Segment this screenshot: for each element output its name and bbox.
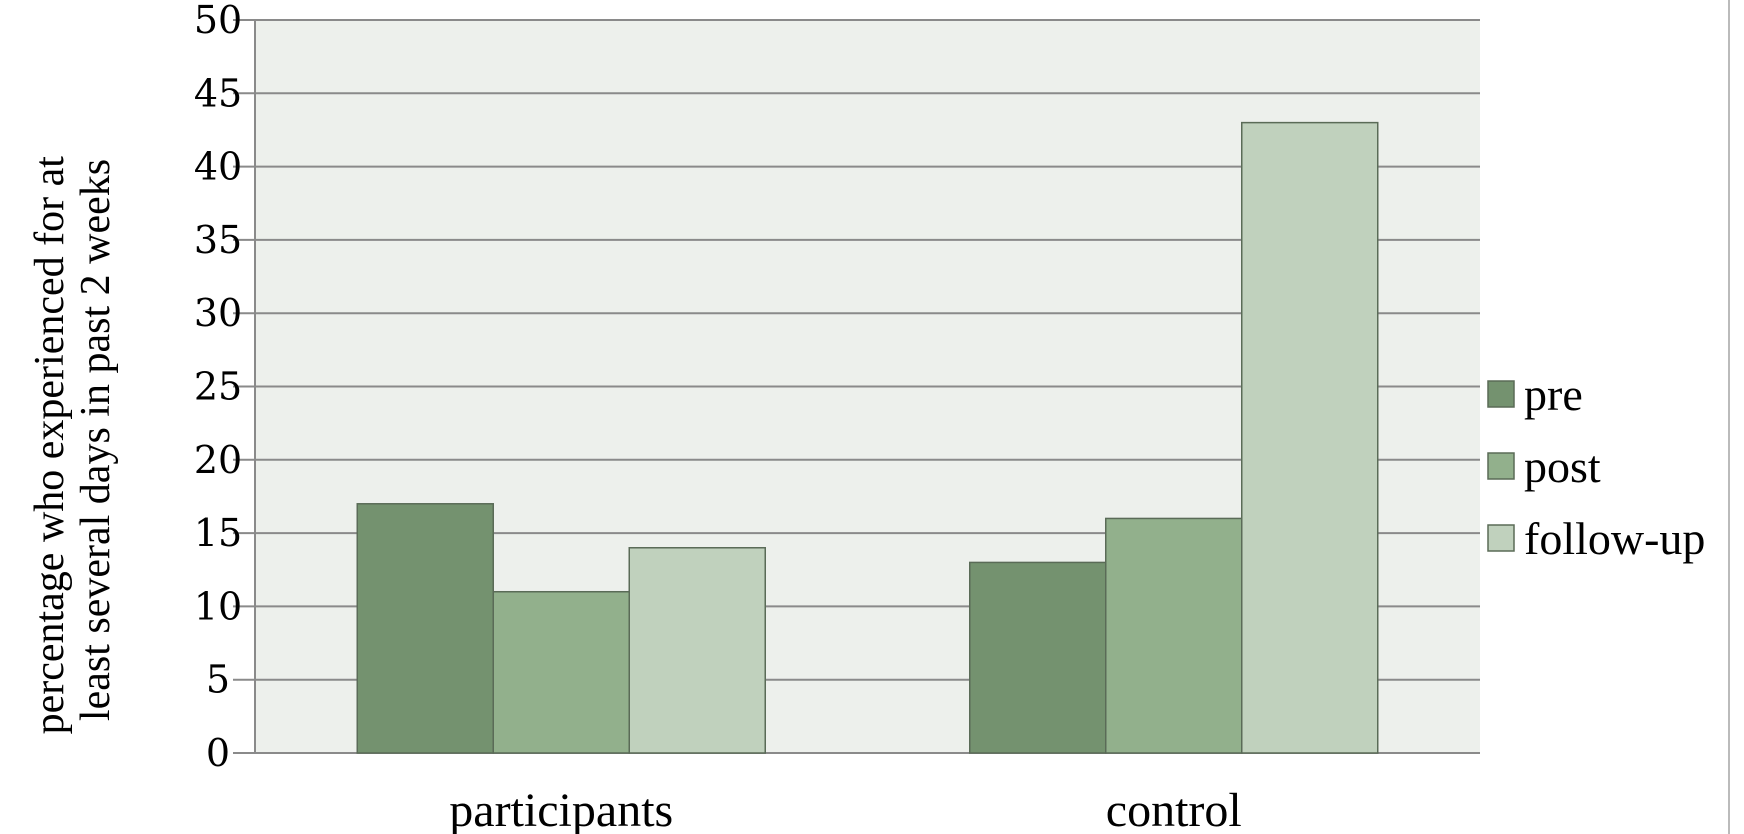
y-tick-label: 25 [194, 365, 242, 409]
bar-control-follow-up [1241, 121, 1379, 754]
y-tick-label: 30 [194, 291, 242, 335]
x-category-label: control [1106, 784, 1242, 834]
bar-control-pre [969, 561, 1107, 754]
y-axis-title-line-2: least several days in past 2 weeks [73, 159, 119, 721]
bar-participants-post [492, 590, 630, 754]
bars [356, 121, 1379, 754]
y-tick-label: 5 [206, 658, 230, 702]
legend-swatch-pre [1487, 380, 1515, 408]
y-tick-label: 10 [194, 584, 242, 628]
y-tick-label: 45 [194, 71, 242, 115]
bar-participants-pre [356, 503, 494, 754]
x-category-labels: participants control [449, 784, 1241, 834]
legend-label: follow-up [1524, 513, 1705, 564]
y-tick-label: 35 [194, 218, 242, 262]
bar-participants-follow-up [628, 547, 766, 754]
y-tick-label: 40 [194, 145, 242, 189]
legend: pre post follow-up [1487, 369, 1705, 564]
y-tick-label: 0 [206, 731, 230, 775]
legend-label: post [1524, 441, 1601, 492]
y-tick-label: 50 [194, 0, 242, 42]
bar-control-post [1105, 517, 1243, 754]
legend-label: pre [1524, 369, 1583, 420]
legend-swatch-follow-up [1487, 524, 1515, 552]
y-tick-label: 20 [194, 438, 242, 482]
y-axis-title-line-1: percentage who experienced for at [27, 156, 73, 735]
legend-swatch-post [1487, 452, 1515, 480]
y-axis-title: percentage who experienced for at least … [27, 146, 119, 735]
y-tick-labels: 0 5 10 15 20 25 30 35 40 45 50 [194, 0, 242, 775]
x-category-label: participants [449, 784, 673, 834]
window-edge [1728, 0, 1744, 834]
y-tick-label: 15 [194, 511, 242, 555]
